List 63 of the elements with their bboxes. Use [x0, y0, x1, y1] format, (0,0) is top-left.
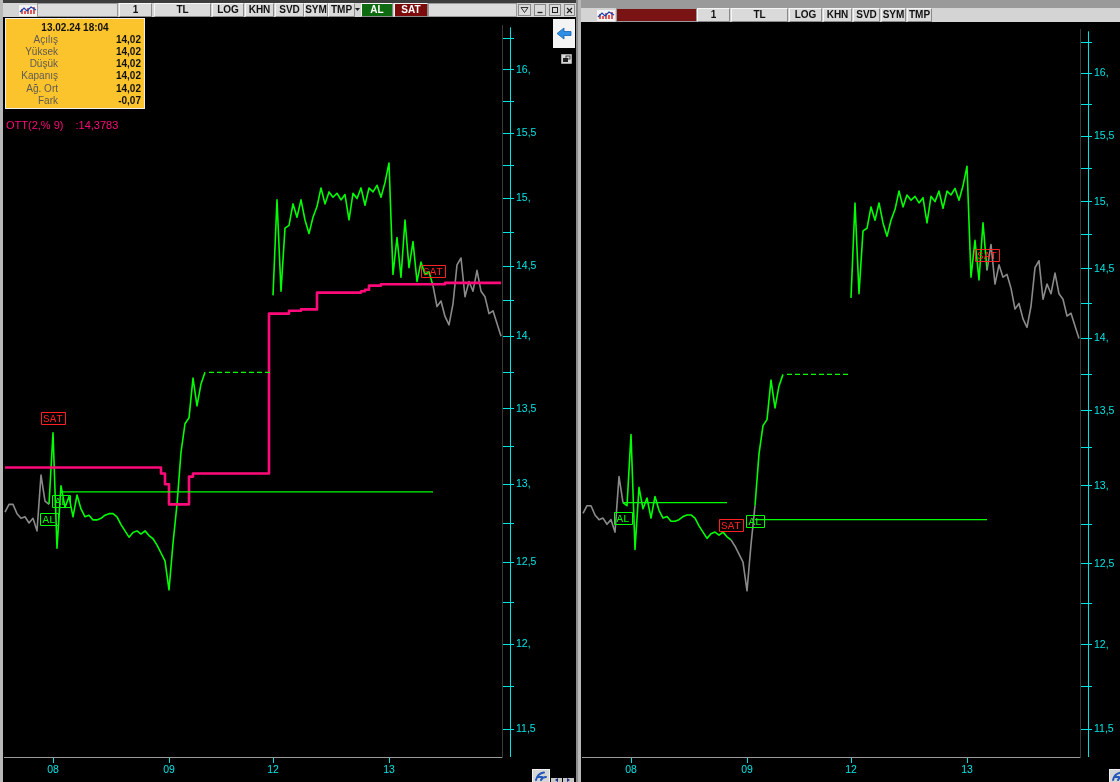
- toolbar-button: TMP: [328, 3, 355, 17]
- annotation: :14,3783: [75, 119, 119, 131]
- toolbar-button: KHN: [245, 3, 274, 17]
- annotation: Düşük: [29, 58, 58, 70]
- y-tick-label: 14,: [516, 329, 531, 342]
- x-tick-label: 08: [625, 763, 637, 776]
- toolbar-button: SVD: [275, 3, 304, 17]
- y-tick-label: 15,5: [516, 126, 537, 138]
- annotation: Kapanış: [21, 70, 58, 82]
- annotation: Fark: [38, 94, 58, 107]
- y-tick-label: 16,: [1094, 66, 1109, 79]
- toolbar-button: AL: [361, 3, 393, 17]
- toolbar-button: SYM: [881, 8, 906, 22]
- y-tick-label: 16,: [516, 62, 531, 75]
- y-tick-label: 15,5: [1094, 129, 1115, 142]
- y-tick-label: 11,5: [1094, 722, 1114, 735]
- y-tick-label: 13,5: [516, 401, 537, 414]
- y-tick-label: 13,: [516, 477, 531, 490]
- x-tick-label: 09: [163, 763, 175, 776]
- y-tick-label: 12,: [1094, 637, 1109, 650]
- y-tick-label: 12,5: [516, 555, 537, 568]
- data-label: SAT: [721, 519, 742, 532]
- y-tick-label: 12,5: [1094, 556, 1115, 569]
- annotation: Açılış: [33, 34, 58, 46]
- x-tick-label: 09: [741, 763, 753, 776]
- toolbar-button: SAT: [394, 3, 428, 17]
- annotation: 14,02: [115, 70, 141, 82]
- x-tick-label: 12: [845, 763, 857, 776]
- y-tick-label: 15,: [516, 191, 531, 204]
- toolbar-button: LOG: [212, 3, 244, 17]
- toolbar-button: SVD: [853, 8, 880, 22]
- y-tick-label: 14,5: [516, 259, 537, 272]
- toolbar-button: TMP: [907, 8, 932, 22]
- annotation: -0,07: [118, 94, 141, 107]
- text: OTT(2,% 9): [6, 119, 64, 131]
- annotation: 14,02: [115, 82, 141, 95]
- y-tick-label: 14,5: [1094, 261, 1115, 274]
- y-tick-label: 14,: [1094, 331, 1109, 344]
- data-label: SAT: [43, 412, 64, 425]
- y-tick-label: 12,: [516, 636, 531, 649]
- x-tick-label: 13: [383, 763, 395, 776]
- y-tick-label: 15,: [1094, 194, 1109, 207]
- x-tick-label: 08: [47, 763, 59, 776]
- y-tick-label: 11,5: [516, 721, 536, 734]
- data-label: AL: [42, 514, 56, 527]
- toolbar-button: TL: [154, 3, 211, 17]
- x-tick-label: 12: [267, 763, 279, 776]
- x-tick-label: 13: [961, 763, 973, 776]
- y-tick-label: 13,5: [1094, 403, 1115, 416]
- annotation: 14,02: [115, 58, 141, 70]
- annotation: 14,02: [115, 34, 141, 46]
- y-tick-label: 13,: [1094, 478, 1109, 491]
- annotation: 13.02.24 18:04: [40, 22, 110, 34]
- toolbar-button: 1: [119, 3, 152, 17]
- annotation: 14,02: [115, 46, 141, 58]
- toolbar-button: KHN: [823, 8, 852, 22]
- annotation: Ağ. Ort: [26, 82, 58, 95]
- data-label: AL: [616, 512, 630, 525]
- toolbar-button: LOG: [789, 8, 822, 22]
- toolbar-button: SYM: [304, 3, 328, 17]
- toolbar-button: 1: [697, 8, 730, 22]
- annotation: Yüksek: [25, 46, 58, 58]
- toolbar-button: TL: [731, 8, 788, 22]
